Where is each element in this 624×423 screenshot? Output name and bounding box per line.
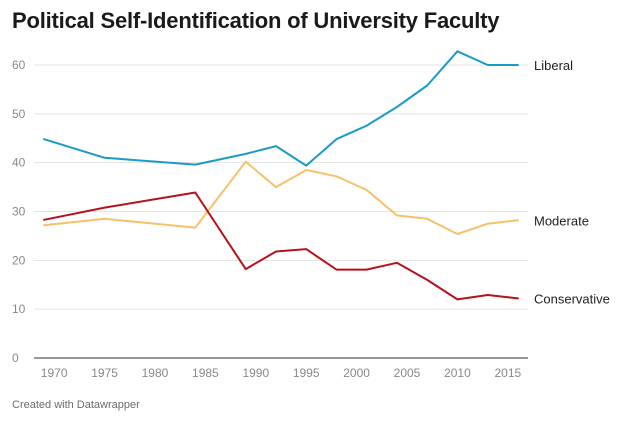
series-label-conservative: Conservative — [534, 291, 610, 306]
footer-credit: Created with Datawrapper — [12, 399, 140, 411]
x-tick-label-1995: 1995 — [293, 366, 320, 380]
x-tick-label-2015: 2015 — [494, 366, 521, 380]
y-tick-label-30: 30 — [12, 205, 26, 219]
series-lines — [43, 50, 519, 301]
y-axis-ticks: 0 10 20 30 40 50 60 — [12, 58, 26, 365]
series-line-conservative — [43, 191, 519, 301]
y-tick-label-20: 20 — [12, 253, 26, 267]
x-tick-label-1975: 1975 — [91, 366, 118, 380]
x-tick-label-1970: 1970 — [41, 366, 68, 380]
series-line-moderate — [43, 160, 519, 235]
x-tick-label-2005: 2005 — [394, 366, 421, 380]
x-tick-label-2000: 2000 — [343, 366, 370, 380]
series-labels: Liberal Moderate Conservative — [534, 58, 610, 306]
x-tick-label-1990: 1990 — [242, 366, 269, 380]
x-tick-label-1980: 1980 — [142, 366, 169, 380]
series-label-liberal: Liberal — [534, 58, 573, 73]
chart-title: Political Self-Identification of Univers… — [12, 8, 500, 33]
x-tick-label-1985: 1985 — [192, 366, 219, 380]
x-axis-ticks: 1970 1975 1980 1985 1990 1995 2000 2005 2010 2015 — [41, 366, 522, 380]
series-label-moderate: Moderate — [534, 213, 589, 228]
y-tick-label-40: 40 — [12, 156, 26, 170]
y-tick-label-0: 0 — [12, 351, 19, 365]
series-line-liberal — [43, 50, 519, 167]
y-tick-label-50: 50 — [12, 107, 26, 121]
grid-lines — [34, 64, 528, 310]
y-tick-label-10: 10 — [12, 302, 26, 316]
y-tick-label-60: 60 — [12, 58, 26, 72]
x-tick-label-2010: 2010 — [444, 366, 471, 380]
